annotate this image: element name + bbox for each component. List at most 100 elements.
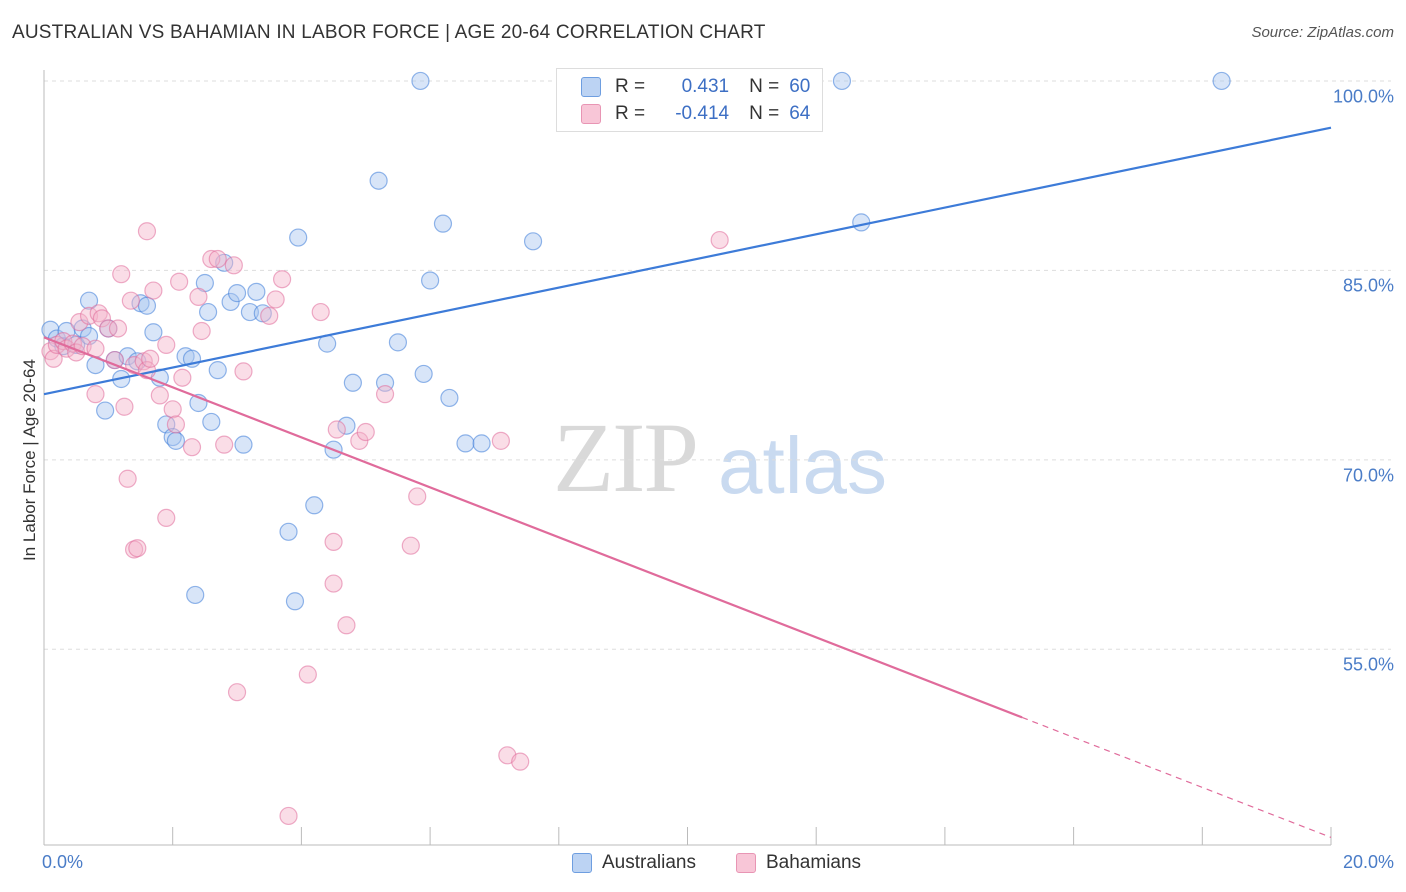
legend-n-label: N = xyxy=(749,76,780,97)
australians-point xyxy=(832,71,852,91)
legend-label-australians: Australians xyxy=(602,852,696,873)
australians-point xyxy=(337,416,356,435)
bahamians-point xyxy=(189,287,208,306)
bahamians-point xyxy=(234,362,253,381)
source-label: Source: ZipAtlas.com xyxy=(1251,24,1394,41)
australians-point xyxy=(166,431,186,450)
x-tick-label: 20.0% xyxy=(1342,852,1394,872)
australians-point xyxy=(137,296,157,315)
australians-trendline xyxy=(43,126,1332,396)
watermark-zip: ZIP xyxy=(553,402,699,513)
australians-point xyxy=(289,228,308,247)
bahamians-point xyxy=(112,265,131,284)
bahamians-point xyxy=(356,422,375,442)
australians-point xyxy=(279,522,298,541)
bahamians-point xyxy=(89,304,108,323)
bahamians-point xyxy=(170,272,189,291)
bahamians-point xyxy=(166,415,186,434)
legend-swatch-bahamians xyxy=(736,853,756,873)
bahamians-point xyxy=(408,487,427,506)
australians-point xyxy=(240,302,260,322)
bahamians-point xyxy=(224,256,243,275)
australians-point xyxy=(411,71,430,91)
legend-row-australians: R = 0.431 N = 60 xyxy=(581,75,810,99)
bahamians-point xyxy=(324,532,343,552)
y-tick-label: 70.0% xyxy=(1342,465,1394,486)
legend-n-value: 60 xyxy=(789,76,811,97)
y-tick-label: 55.0% xyxy=(1342,654,1394,675)
bahamians-point xyxy=(128,539,147,558)
bahamians-point xyxy=(144,281,163,300)
chart-title: AUSTRALIAN VS BAHAMIAN IN LABOR FORCE | … xyxy=(12,22,766,43)
bahamians-point xyxy=(118,469,137,488)
bahamians-point xyxy=(141,349,160,368)
legend-swatch-blue xyxy=(581,77,601,97)
bahamians-point xyxy=(401,536,420,555)
legend-swatch-pink xyxy=(581,104,601,124)
australians-point xyxy=(79,291,99,310)
bahamians-point xyxy=(279,806,298,826)
bahamians-point xyxy=(511,752,530,771)
bahamians-point xyxy=(182,438,202,457)
bahamians-point xyxy=(311,302,330,322)
australians-point xyxy=(369,171,388,190)
australians-point xyxy=(343,373,362,392)
bahamians-point xyxy=(208,249,227,269)
bahamians-point xyxy=(266,290,285,309)
australians-point xyxy=(440,388,459,408)
bahamians-point xyxy=(298,665,317,684)
legend-r-value: -0.414 xyxy=(675,103,730,124)
bahamians-point xyxy=(86,385,105,404)
correlation-legend: R = 0.431 N = 60 R = -0.414 N = 64 xyxy=(556,68,823,132)
bahamians-point xyxy=(137,222,157,241)
bahamians-point xyxy=(157,335,176,354)
australians-point xyxy=(523,232,543,251)
bahamians-point xyxy=(215,435,234,454)
australians-point xyxy=(144,323,163,342)
watermark-atlas: atlas xyxy=(718,421,887,510)
australians-point xyxy=(472,434,491,453)
australians-point xyxy=(456,434,475,453)
australians-point xyxy=(186,585,205,605)
legend-n-value: 64 xyxy=(789,103,811,124)
x-tick-label: 0.0% xyxy=(42,852,84,872)
bahamians-point xyxy=(108,319,128,338)
bahamians-point xyxy=(173,368,192,387)
legend-label-bahamians: Bahamians xyxy=(766,852,862,873)
australians-point xyxy=(388,333,408,352)
bahamians-point xyxy=(337,616,356,635)
bahamians-point xyxy=(115,397,134,416)
legend-r-label: R = xyxy=(615,103,646,124)
bahamians-point xyxy=(99,319,118,338)
australians-point xyxy=(1212,71,1231,91)
bahamians-point xyxy=(44,349,63,368)
australians-point xyxy=(414,364,433,384)
australians-point xyxy=(234,435,253,454)
y-tick-label: 85.0% xyxy=(1342,275,1394,296)
bahamians-point xyxy=(375,385,395,404)
bahamians-point xyxy=(157,508,176,528)
bahamians-point xyxy=(327,420,346,439)
australians-point xyxy=(305,496,324,515)
series-legend: Australians Bahamians xyxy=(0,852,1406,876)
australians-point xyxy=(285,592,305,611)
australians-point xyxy=(421,271,440,290)
legend-n-label: N = xyxy=(749,103,780,124)
bahamians-point xyxy=(150,386,169,405)
legend-swatch-australians xyxy=(572,853,592,873)
bahamians-point xyxy=(202,249,221,269)
bahamians-point xyxy=(227,683,247,702)
legend-r-value: 0.431 xyxy=(681,76,730,97)
australians-point xyxy=(227,284,247,303)
bahamians-point xyxy=(710,230,729,250)
bahamians-point xyxy=(92,309,112,328)
bahamians-point xyxy=(192,321,211,341)
bahamians-trendline xyxy=(43,336,1023,719)
bahamians-point xyxy=(163,400,182,419)
bahamians-point xyxy=(121,291,140,310)
legend-item-australians: Australians xyxy=(572,852,696,874)
y-axis-label: In Labor Force | Age 20-64 xyxy=(20,359,39,561)
australians-point xyxy=(208,361,227,380)
australians-point xyxy=(202,412,221,432)
